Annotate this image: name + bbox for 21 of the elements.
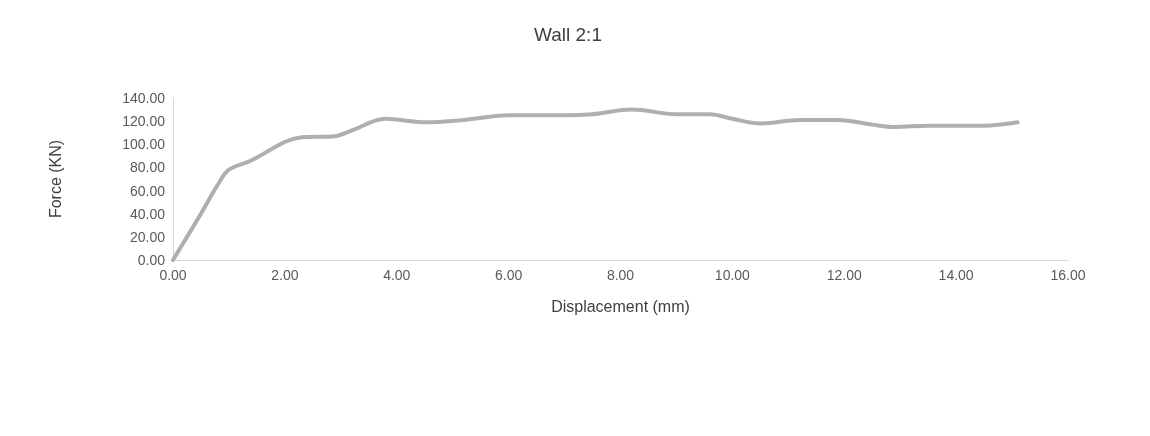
y-tick-label: 20.00 [129,228,166,245]
x-tick-label: 10.00 [714,267,751,283]
x-tick-label: 6.00 [495,267,523,283]
y-tick-label: 120.00 [122,113,166,130]
x-tick-label: 8.00 [606,267,635,283]
x-tick-label: 0.00 [159,267,187,283]
y-tick-label: 60.00 [129,182,166,199]
y-tick-label: 80.00 [129,159,166,176]
line-series [171,107,1020,262]
chart-title: Wall 2:1 [534,24,602,45]
x-tick-label: 16.00 [1050,267,1086,283]
x-axis-title: Displacement (mm) [551,297,690,315]
x-tick-label: 14.00 [938,267,974,283]
y-tick-label: 0.00 [137,252,166,268]
y-tick-label: 100.00 [122,136,166,153]
y-tick-label: 140.00 [122,90,166,106]
x-tick-label: 2.00 [271,267,299,283]
x-tick-label: 4.00 [383,267,411,283]
y-axis-title: Force (KN) [46,139,64,219]
x-tick-label: 12.00 [826,267,862,283]
y-tick-label: 40.00 [129,205,166,222]
